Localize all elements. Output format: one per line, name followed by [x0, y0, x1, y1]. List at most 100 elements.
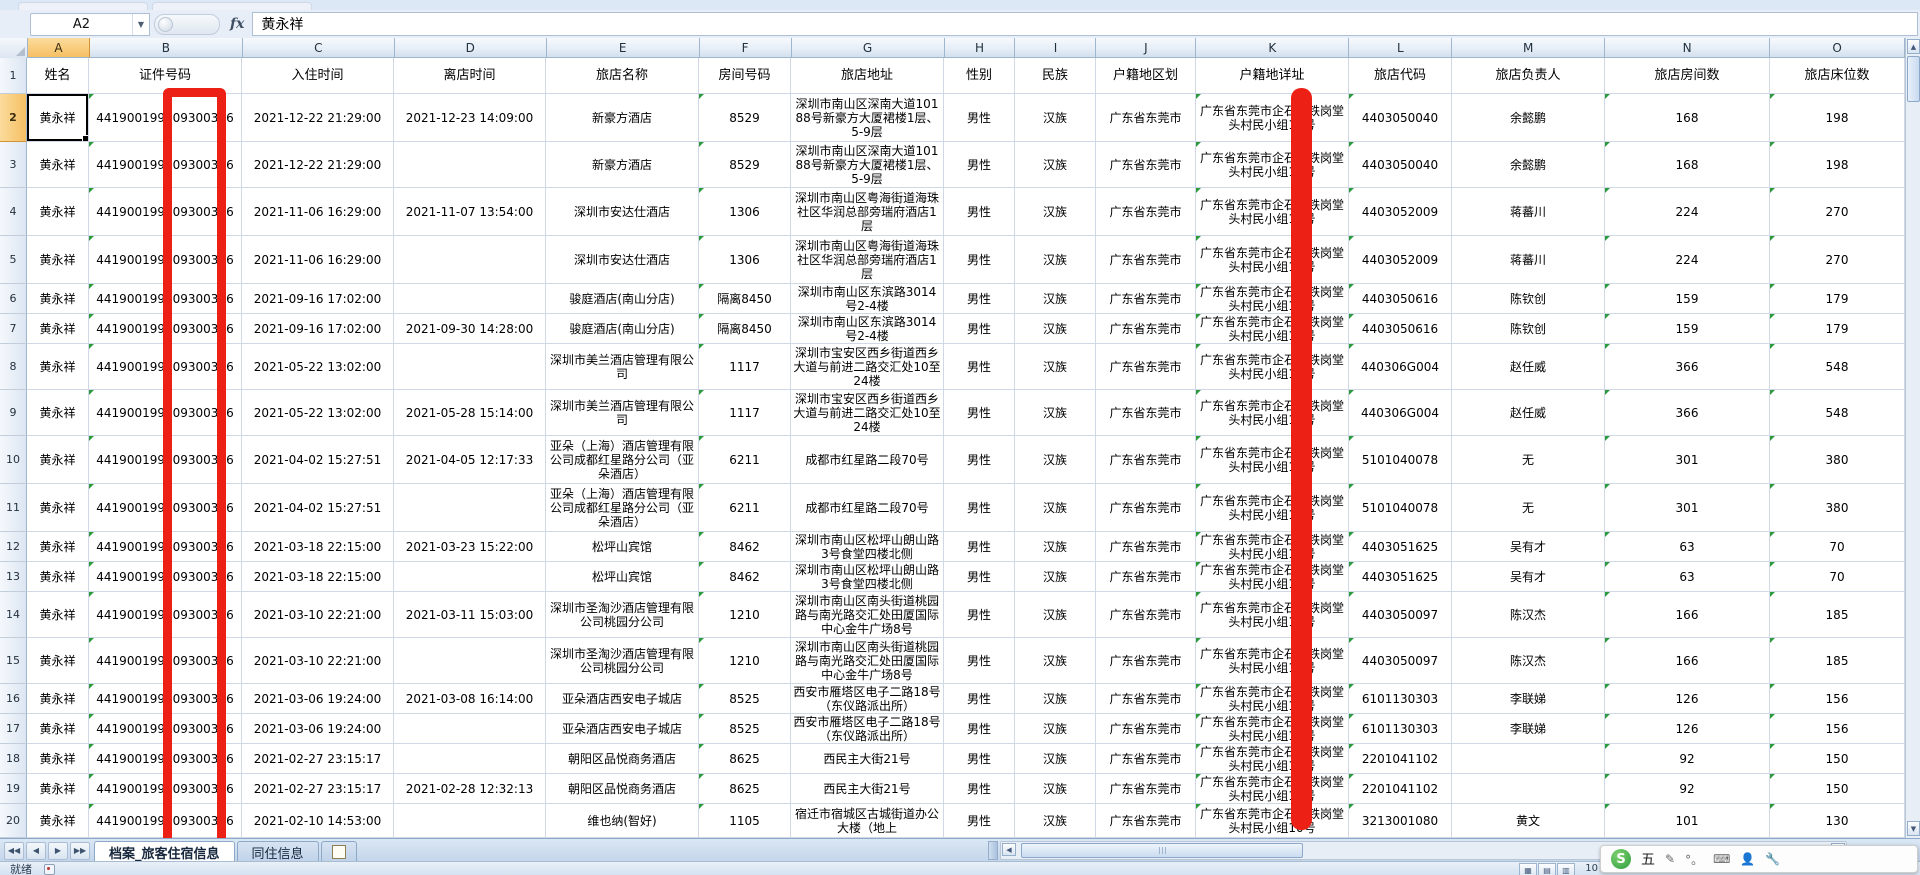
cell-H14[interactable]: 男性	[944, 592, 1015, 638]
select-all-corner[interactable]	[0, 38, 28, 59]
cell-M13[interactable]: 吴有才	[1452, 562, 1605, 592]
cell-N18[interactable]: 92	[1605, 744, 1770, 774]
cell-K9[interactable]: 广东省东莞市企石镇铁岗堂头村民小组10号	[1196, 390, 1349, 436]
cell-F13[interactable]: 8462	[699, 562, 791, 592]
page-break-view-icon[interactable]: ▥	[1557, 863, 1575, 875]
cell-J9[interactable]: 广东省东莞市	[1096, 390, 1196, 436]
cell-C17[interactable]: 2021-03-06 19:24:00	[242, 714, 394, 744]
cell-A3[interactable]: 黄永祥	[27, 142, 89, 188]
cell-E6[interactable]: 骏庭酒店(南山分店)	[546, 284, 699, 314]
cell-H4[interactable]: 男性	[944, 188, 1015, 236]
cell-I1[interactable]: 民族	[1015, 58, 1096, 94]
cell-N13[interactable]: 63	[1605, 562, 1770, 592]
row-header-15[interactable]: 15	[0, 638, 27, 684]
cell-D16[interactable]: 2021-03-08 16:14:00	[394, 684, 546, 714]
cell-D12[interactable]: 2021-03-23 15:22:00	[394, 532, 546, 562]
cell-F15[interactable]: 1210	[699, 638, 791, 684]
row-header-7[interactable]: 7	[0, 314, 27, 344]
cell-C1[interactable]: 入住时间	[242, 58, 394, 94]
cell-M17[interactable]: 李联娣	[1452, 714, 1605, 744]
cell-D8[interactable]	[394, 344, 546, 390]
cell-G12[interactable]: 深圳市南山区松坪山朗山路3号食堂四楼北侧	[791, 532, 944, 562]
cell-C13[interactable]: 2021-03-18 22:15:00	[242, 562, 394, 592]
cell-A2[interactable]: 黄永祥	[27, 94, 89, 142]
row-header-4[interactable]: 4	[0, 188, 27, 236]
cell-N9[interactable]: 366	[1605, 390, 1770, 436]
cell-D7[interactable]: 2021-09-30 14:28:00	[394, 314, 546, 344]
column-header-C[interactable]: C	[242, 38, 395, 58]
scroll-up-icon[interactable]: ▲	[1907, 39, 1920, 54]
cell-L9[interactable]: 440306G004	[1349, 390, 1452, 436]
cell-D4[interactable]: 2021-11-07 13:54:00	[394, 188, 546, 236]
punctuation-icon[interactable]: °。	[1685, 852, 1704, 867]
cell-F9[interactable]: 1117	[699, 390, 791, 436]
row-header-16[interactable]: 16	[0, 684, 27, 714]
cell-J19[interactable]: 广东省东莞市	[1096, 774, 1196, 804]
cell-K1[interactable]: 户籍地详址	[1196, 58, 1349, 94]
cell-B13[interactable]: 441900199009300376	[89, 562, 242, 592]
cell-L15[interactable]: 4403050097	[1349, 638, 1452, 684]
cell-N3[interactable]: 168	[1605, 142, 1770, 188]
cell-J18[interactable]: 广东省东莞市	[1096, 744, 1196, 774]
cell-D1[interactable]: 离店时间	[394, 58, 546, 94]
cell-E16[interactable]: 亚朵酒店西安电子城店	[546, 684, 699, 714]
cell-C18[interactable]: 2021-02-27 23:15:17	[242, 744, 394, 774]
cell-F7[interactable]: 隔离8450	[699, 314, 791, 344]
cell-K12[interactable]: 广东省东莞市企石镇铁岗堂头村民小组10号	[1196, 532, 1349, 562]
cell-J17[interactable]: 广东省东莞市	[1096, 714, 1196, 744]
cell-A14[interactable]: 黄永祥	[27, 592, 89, 638]
cell-N6[interactable]: 159	[1605, 284, 1770, 314]
cell-M4[interactable]: 蒋蕃川	[1452, 188, 1605, 236]
cell-N12[interactable]: 63	[1605, 532, 1770, 562]
row-header-17[interactable]: 17	[0, 714, 27, 744]
cell-M19[interactable]	[1452, 774, 1605, 804]
cell-H7[interactable]: 男性	[944, 314, 1015, 344]
cell-E12[interactable]: 松坪山宾馆	[546, 532, 699, 562]
cell-E5[interactable]: 深圳市安达仕酒店	[546, 236, 699, 284]
cell-J8[interactable]: 广东省东莞市	[1096, 344, 1196, 390]
cell-O11[interactable]: 380	[1770, 484, 1905, 532]
cell-K20[interactable]: 广东省东莞市企石镇铁岗堂头村民小组10号	[1196, 804, 1349, 838]
cell-H19[interactable]: 男性	[944, 774, 1015, 804]
cell-L3[interactable]: 4403050040	[1349, 142, 1452, 188]
cell-G8[interactable]: 深圳市宝安区西乡街道西乡大道与前进二路交汇处10至24楼	[791, 344, 944, 390]
cell-I2[interactable]: 汉族	[1015, 94, 1096, 142]
cell-C3[interactable]: 2021-12-22 21:29:00	[242, 142, 394, 188]
cell-O18[interactable]: 150	[1770, 744, 1905, 774]
cell-A12[interactable]: 黄永祥	[27, 532, 89, 562]
formula-buttons[interactable]	[154, 13, 220, 35]
cell-K17[interactable]: 广东省东莞市企石镇铁岗堂头村民小组10号	[1196, 714, 1349, 744]
column-header-B[interactable]: B	[89, 38, 243, 58]
cell-M12[interactable]: 吴有才	[1452, 532, 1605, 562]
cell-B4[interactable]: 441900199009300376	[89, 188, 242, 236]
cell-J6[interactable]: 广东省东莞市	[1096, 284, 1196, 314]
row-header-3[interactable]: 3	[0, 142, 27, 188]
cell-L8[interactable]: 440306G004	[1349, 344, 1452, 390]
cell-H9[interactable]: 男性	[944, 390, 1015, 436]
cell-O12[interactable]: 70	[1770, 532, 1905, 562]
row-header-10[interactable]: 10	[0, 436, 27, 484]
cell-M11[interactable]: 无	[1452, 484, 1605, 532]
cell-J1[interactable]: 户籍地区划	[1096, 58, 1196, 94]
cell-J16[interactable]: 广东省东莞市	[1096, 684, 1196, 714]
cell-G15[interactable]: 深圳市南山区南头街道桃园路与南光路交汇处田厦国际中心金牛广场8号	[791, 638, 944, 684]
cell-O15[interactable]: 185	[1770, 638, 1905, 684]
cell-M9[interactable]: 赵任威	[1452, 390, 1605, 436]
cell-L10[interactable]: 5101040078	[1349, 436, 1452, 484]
macro-record-icon[interactable]	[44, 863, 55, 875]
cell-L6[interactable]: 4403050616	[1349, 284, 1452, 314]
row-header-5[interactable]: 5	[0, 236, 27, 284]
cell-H16[interactable]: 男性	[944, 684, 1015, 714]
cell-D19[interactable]: 2021-02-28 12:32:13	[394, 774, 546, 804]
cell-E10[interactable]: 亚朵（上海）酒店管理有限公司成都红星路分公司（亚朵酒店）	[546, 436, 699, 484]
cell-C8[interactable]: 2021-05-22 13:02:00	[242, 344, 394, 390]
cell-B2[interactable]: 441900199009300376	[89, 94, 242, 142]
row-header-2[interactable]: 2	[0, 94, 27, 142]
cell-I6[interactable]: 汉族	[1015, 284, 1096, 314]
cell-C12[interactable]: 2021-03-18 22:15:00	[242, 532, 394, 562]
cell-L4[interactable]: 4403052009	[1349, 188, 1452, 236]
cell-H18[interactable]: 男性	[944, 744, 1015, 774]
cell-M16[interactable]: 李联娣	[1452, 684, 1605, 714]
cell-L14[interactable]: 4403050097	[1349, 592, 1452, 638]
cell-D11[interactable]	[394, 484, 546, 532]
